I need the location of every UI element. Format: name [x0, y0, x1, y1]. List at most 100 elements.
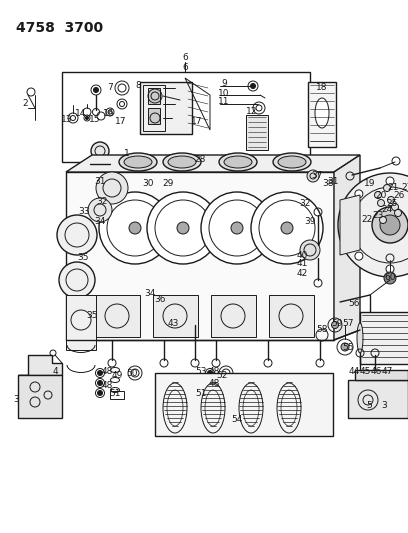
Polygon shape	[18, 355, 62, 375]
Circle shape	[338, 173, 408, 277]
Text: 19: 19	[364, 179, 376, 188]
Text: 56: 56	[348, 298, 360, 308]
Ellipse shape	[357, 323, 363, 353]
Bar	[110, 391, 124, 399]
Circle shape	[386, 177, 394, 185]
Text: 35: 35	[77, 254, 89, 262]
Circle shape	[342, 221, 350, 229]
Circle shape	[147, 192, 219, 264]
Text: 29: 29	[162, 179, 174, 188]
Circle shape	[251, 84, 255, 88]
Circle shape	[86, 117, 89, 119]
Circle shape	[98, 381, 102, 385]
Text: 32: 32	[299, 199, 310, 208]
Circle shape	[379, 216, 386, 223]
Polygon shape	[334, 155, 360, 340]
Ellipse shape	[119, 153, 157, 171]
Circle shape	[375, 191, 381, 198]
Ellipse shape	[273, 153, 311, 171]
Polygon shape	[66, 155, 360, 172]
Circle shape	[91, 142, 109, 160]
Text: 39: 39	[304, 217, 316, 227]
Ellipse shape	[224, 156, 252, 168]
Text: 36: 36	[154, 295, 166, 304]
Circle shape	[388, 197, 395, 204]
Text: 48: 48	[208, 379, 220, 389]
Text: 17: 17	[191, 117, 203, 125]
Text: 20: 20	[375, 191, 387, 200]
Text: 35: 35	[86, 311, 98, 320]
Text: 50: 50	[126, 368, 138, 377]
Text: 38: 38	[322, 179, 334, 188]
Circle shape	[341, 343, 349, 351]
Circle shape	[384, 272, 396, 284]
Text: 4: 4	[52, 367, 58, 376]
Text: 14: 14	[75, 109, 86, 118]
Text: 9: 9	[221, 79, 227, 88]
Bar	[246, 115, 268, 150]
Text: 58: 58	[316, 326, 328, 335]
Text: 34: 34	[94, 216, 106, 225]
Ellipse shape	[168, 156, 196, 168]
Text: 2: 2	[22, 99, 28, 108]
Bar	[95, 295, 140, 337]
Text: 3: 3	[381, 400, 387, 409]
Circle shape	[208, 370, 213, 376]
Bar	[148, 88, 160, 104]
Text: 46: 46	[370, 367, 382, 376]
Text: 4758  3700: 4758 3700	[16, 21, 104, 35]
Circle shape	[231, 222, 243, 234]
Text: 31: 31	[94, 177, 106, 187]
Text: 6: 6	[182, 53, 188, 62]
Text: 17: 17	[115, 117, 127, 125]
Text: 57: 57	[342, 319, 354, 327]
Ellipse shape	[124, 156, 152, 168]
Text: 43: 43	[167, 319, 179, 327]
Circle shape	[251, 192, 323, 264]
Text: 26: 26	[393, 191, 405, 200]
Circle shape	[129, 222, 141, 234]
Text: 33: 33	[78, 207, 90, 216]
Circle shape	[177, 222, 189, 234]
Ellipse shape	[278, 156, 306, 168]
Bar	[155, 373, 333, 436]
Bar	[269, 295, 314, 337]
Circle shape	[57, 215, 97, 255]
Circle shape	[96, 172, 128, 204]
Circle shape	[355, 190, 363, 198]
Circle shape	[281, 222, 293, 234]
Text: 27: 27	[401, 182, 408, 191]
Text: 48: 48	[101, 367, 113, 376]
Ellipse shape	[163, 153, 201, 171]
Circle shape	[331, 321, 339, 328]
Text: 3: 3	[13, 394, 19, 403]
Text: 16: 16	[103, 109, 115, 118]
Text: 22: 22	[361, 214, 373, 223]
Bar	[66, 295, 96, 350]
Text: 48: 48	[208, 367, 220, 376]
Text: 45: 45	[359, 367, 371, 376]
Text: 10: 10	[218, 88, 230, 98]
Polygon shape	[355, 370, 408, 380]
Text: 6: 6	[182, 63, 188, 72]
Text: 25: 25	[386, 198, 398, 207]
Bar	[153, 295, 198, 337]
Bar	[308, 82, 336, 147]
Circle shape	[88, 198, 112, 222]
Bar	[92, 156, 108, 164]
Text: 40: 40	[296, 251, 308, 260]
Text: 32: 32	[96, 198, 108, 206]
Circle shape	[392, 204, 399, 211]
Text: 15: 15	[89, 116, 101, 125]
Text: 1: 1	[124, 149, 130, 157]
Bar	[66, 172, 334, 340]
Text: 13: 13	[61, 116, 73, 125]
Circle shape	[386, 265, 394, 273]
Text: 55: 55	[342, 343, 354, 351]
Ellipse shape	[315, 98, 329, 128]
Text: 48: 48	[101, 381, 113, 390]
Text: 51: 51	[109, 389, 121, 398]
Bar	[62, 72, 310, 162]
Polygon shape	[18, 375, 62, 418]
Text: 21: 21	[387, 182, 399, 191]
